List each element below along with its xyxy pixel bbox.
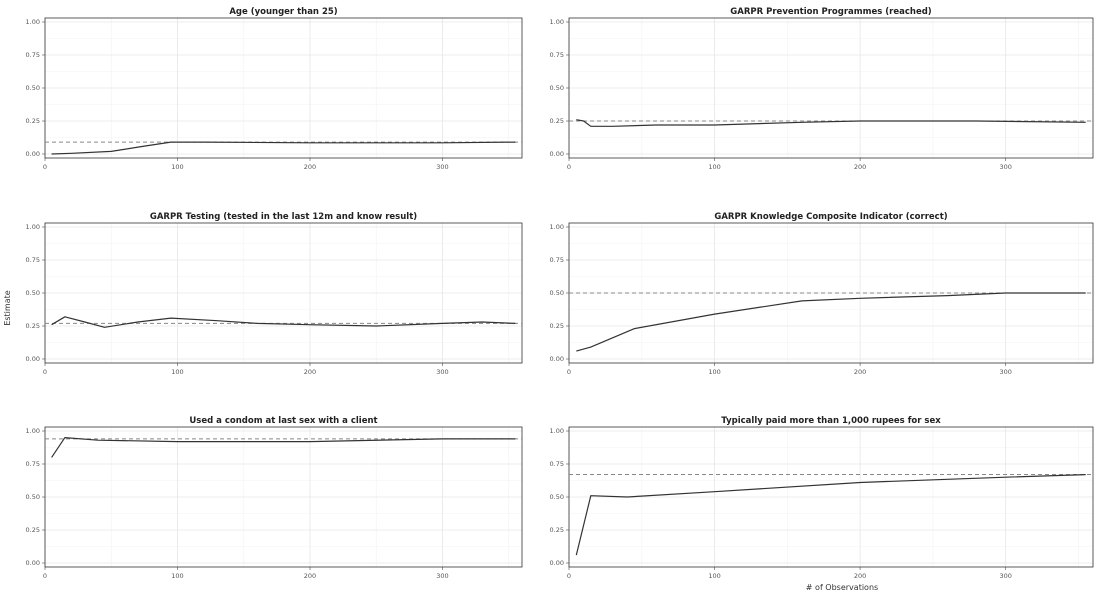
panel-title: GARPR Prevention Programmes (reached)	[730, 7, 931, 17]
x-tick-label: 100	[171, 572, 183, 580]
y-tick-label: 0.25	[26, 117, 40, 125]
y-tick-label: 0.00	[550, 355, 564, 363]
x-tick-label: 300	[436, 572, 448, 580]
y-axis-label: Estimate	[3, 290, 12, 325]
plot-border	[44, 17, 523, 159]
x-tick-label: 100	[708, 163, 720, 171]
x-tick-label: 200	[304, 368, 316, 376]
y-tick-label: 0.00	[26, 150, 40, 158]
series-line	[51, 437, 516, 458]
y-tick-label: 0.75	[550, 256, 564, 264]
y-tick-label: 0.50	[26, 84, 40, 92]
x-tick-label: 200	[854, 572, 866, 580]
panels: Age (younger than 25) 0.00 0.25 0.50 0.75 1.0…	[26, 7, 1094, 580]
y-tick-label: 0.75	[26, 51, 40, 59]
x-tick-label: 100	[708, 368, 720, 376]
y-tick-label: 0.00	[550, 559, 564, 567]
plot-border	[44, 222, 523, 364]
x-tick-label: 0	[43, 572, 47, 580]
plot-border	[568, 426, 1094, 568]
y-tick-label: 0.50	[26, 289, 40, 297]
y-tick-label: 0.75	[26, 256, 40, 264]
chart-panel-2: GARPR Prevention Programmes (reached) 0.0…	[550, 7, 1094, 171]
x-tick-label: 100	[171, 163, 183, 171]
y-tick-label: 0.75	[550, 51, 564, 59]
series-line	[51, 316, 516, 328]
y-tick-label: 1.00	[26, 18, 40, 26]
y-tick-label: 0.25	[550, 526, 564, 534]
y-tick-label: 0.00	[26, 355, 40, 363]
x-tick-label: 300	[436, 163, 448, 171]
y-tick-label: 1.00	[26, 223, 40, 231]
x-tick-label: 100	[708, 572, 720, 580]
x-tick-label: 300	[999, 368, 1011, 376]
series-line	[575, 474, 1086, 556]
panel-title: Used a condom at last sex with a client	[189, 416, 377, 426]
chart-panel-4: GARPR Knowledge Composite Indicator (cor…	[550, 212, 1094, 376]
y-tick-label: 0.50	[26, 493, 40, 501]
y-tick-label: 0.50	[550, 289, 564, 297]
y-tick-label: 0.25	[26, 526, 40, 534]
y-tick-label: 0.50	[550, 84, 564, 92]
panel-title: GARPR Testing (tested in the last 12m an…	[150, 212, 417, 222]
chart-panel-6: Typically paid more than 1,000 rupees fo…	[550, 416, 1094, 580]
y-tick-label: 0.00	[550, 150, 564, 158]
x-tick-label: 200	[854, 163, 866, 171]
y-tick-label: 0.25	[550, 117, 564, 125]
x-tick-label: 100	[171, 368, 183, 376]
y-tick-label: 0.50	[550, 493, 564, 501]
x-tick-label: 300	[999, 572, 1011, 580]
x-tick-label: 0	[567, 368, 571, 376]
series-line	[51, 141, 516, 155]
chart-panel-1: Age (younger than 25) 0.00 0.25 0.50 0.75 1.0…	[26, 7, 523, 171]
x-tick-label: 300	[436, 368, 448, 376]
x-tick-label: 0	[567, 572, 571, 580]
chart-panel-5: Used a condom at last sex with a client 0…	[26, 416, 523, 580]
x-axis-label: # of Observations	[806, 583, 878, 592]
y-tick-label: 1.00	[26, 427, 40, 435]
x-tick-label: 200	[854, 368, 866, 376]
plot-border	[568, 17, 1094, 159]
panel-title: GARPR Knowledge Composite Indicator (cor…	[714, 212, 947, 222]
y-tick-label: 0.75	[550, 460, 564, 468]
y-tick-label: 0.25	[550, 322, 564, 330]
x-tick-label: 0	[43, 163, 47, 171]
y-tick-label: 1.00	[550, 223, 564, 231]
y-tick-label: 0.75	[26, 460, 40, 468]
plot-border	[44, 426, 523, 568]
panel-title: Age (younger than 25)	[229, 7, 337, 17]
y-tick-label: 0.00	[26, 559, 40, 567]
y-tick-label: 0.25	[26, 322, 40, 330]
series-line	[576, 119, 1086, 127]
x-tick-label: 300	[999, 163, 1011, 171]
x-tick-label: 200	[304, 572, 316, 580]
chart-panel-3: GARPR Testing (tested in the last 12m an…	[26, 212, 523, 376]
series-line	[576, 292, 1086, 352]
y-tick-label: 1.00	[550, 427, 564, 435]
panel-title: Typically paid more than 1,000 rupees fo…	[721, 416, 941, 426]
x-tick-label: 0	[567, 163, 571, 171]
x-tick-label: 0	[43, 368, 47, 376]
x-tick-label: 200	[304, 163, 316, 171]
y-tick-label: 1.00	[550, 18, 564, 26]
